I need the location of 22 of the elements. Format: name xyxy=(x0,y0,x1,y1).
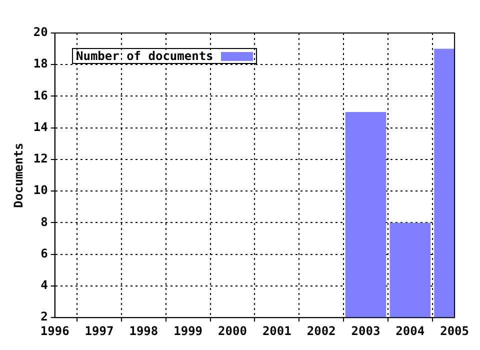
y-tick-label: 6 xyxy=(40,246,48,260)
x-tick-label: 2002 xyxy=(306,324,336,338)
x-tick-label: 2001 xyxy=(262,324,292,338)
x-tick-label: 2000 xyxy=(218,324,247,338)
x-tick-label: 1999 xyxy=(174,324,203,338)
y-tick-label: 20 xyxy=(33,25,48,40)
y-tick-label: 12 xyxy=(33,152,48,166)
y-tick-label: 10 xyxy=(33,183,48,198)
x-tick-label: 1997 xyxy=(84,324,114,338)
y-tick-label: 2 xyxy=(40,310,48,324)
x-tick-label: 2005 xyxy=(440,324,470,338)
y-tick-label: 18 xyxy=(33,56,48,71)
y-tick-label: 4 xyxy=(40,278,48,292)
legend-label: Number of documents xyxy=(76,49,214,63)
y-axis-title: Documents xyxy=(11,142,26,208)
y-tick-label: 8 xyxy=(40,214,48,229)
y-tick-label: 16 xyxy=(33,88,48,102)
x-tick-label: 2004 xyxy=(396,324,425,338)
x-tick-label: 1996 xyxy=(40,324,70,338)
y-tick-label: 14 xyxy=(33,120,48,134)
x-tick-label: 2003 xyxy=(351,324,380,338)
x-tick-label: 1998 xyxy=(129,324,158,338)
